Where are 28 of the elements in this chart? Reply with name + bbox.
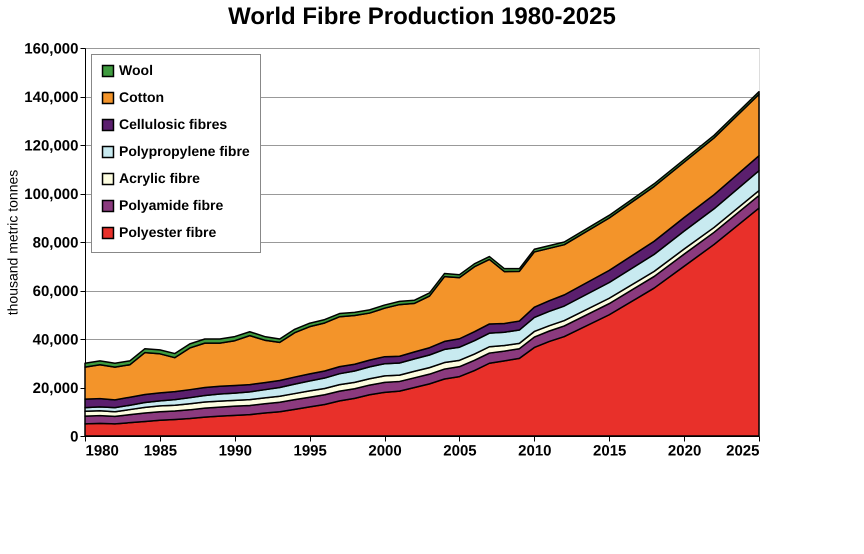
y-tick-label: 100,000 [24, 186, 78, 203]
y-tick-label: 160,000 [24, 40, 78, 58]
x-tick-label: 1990 [218, 442, 252, 460]
y-tick-label: 0 [70, 428, 78, 446]
legend-label: Polyester fibre [119, 224, 216, 240]
y-tick-label: 60,000 [32, 283, 78, 300]
x-tick-label: 1985 [144, 442, 178, 460]
x-tick-label: 2020 [668, 442, 702, 460]
legend-label: Cellulosic fibres [119, 116, 228, 132]
y-tick-label: 140,000 [24, 89, 78, 106]
legend-label: Polyamide fibre [119, 197, 224, 213]
legend-label: Acrylic fibre [119, 170, 200, 186]
x-tick-label: 2025 [726, 442, 760, 460]
x-tick-label: 1995 [293, 442, 327, 460]
y-tick-label: 80,000 [32, 234, 78, 252]
legend-label: Cotton [119, 89, 164, 105]
legend-label: Polypropylene fibre [119, 143, 250, 159]
y-tick-label: 20,000 [32, 380, 78, 397]
chart-title: World Fibre Production 1980-2025 [228, 3, 616, 30]
y-tick-label: 120,000 [24, 138, 78, 154]
x-tick-label: 2000 [368, 442, 402, 460]
x-tick-label: 2010 [518, 442, 552, 460]
x-tick-label: 2005 [443, 442, 477, 460]
legend-label: Wool [119, 62, 153, 78]
y-tick-label: 40,000 [32, 332, 78, 348]
x-tick-label: 2015 [593, 442, 626, 460]
y-axis-title: thousand metric tonnes [4, 170, 20, 316]
x-tick-label: 1980 [86, 442, 119, 460]
